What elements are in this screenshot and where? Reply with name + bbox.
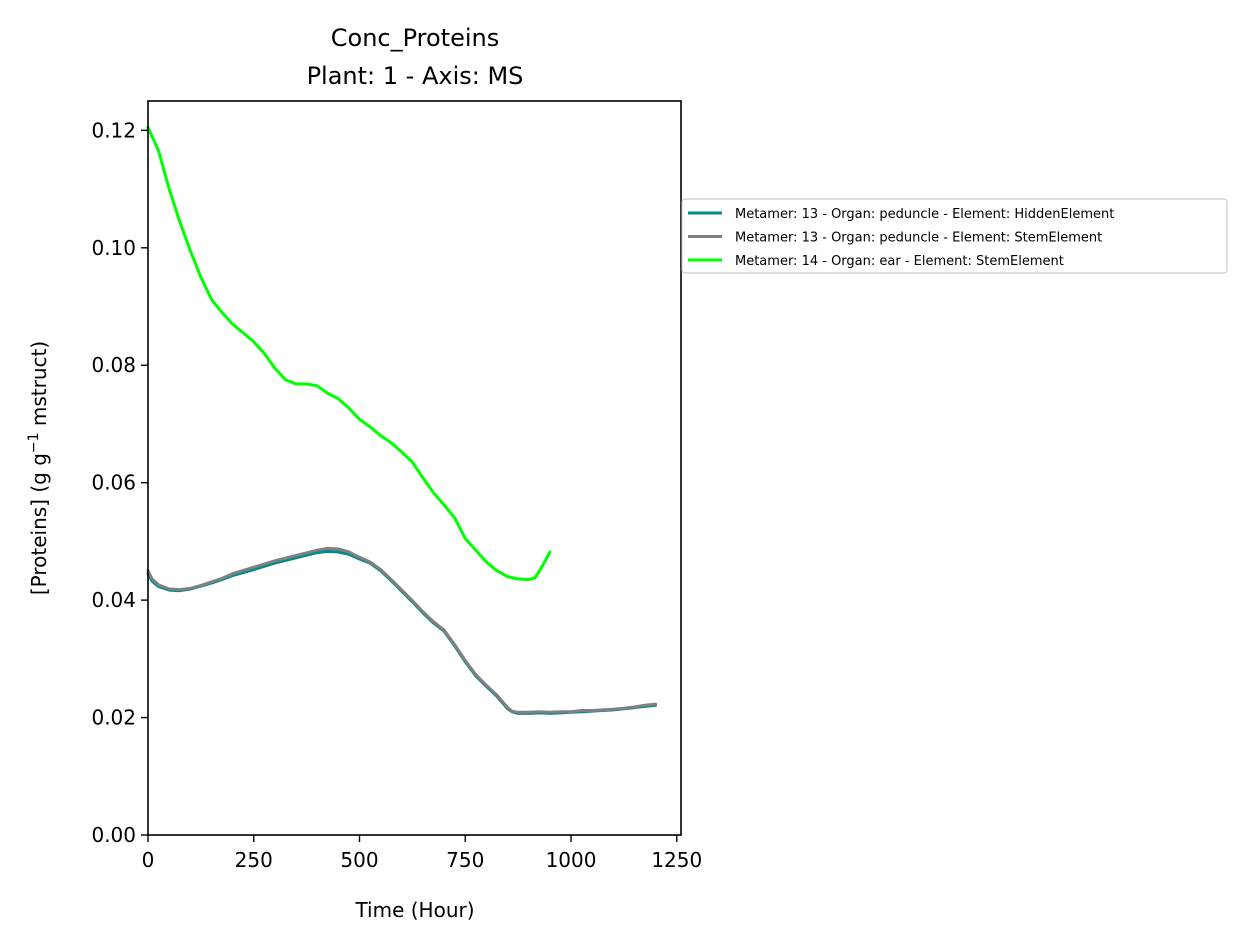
- series-line-3: [146, 125, 552, 582]
- y-tick-label: 0.08: [91, 353, 136, 377]
- x-tick-label: 250: [235, 848, 273, 872]
- legend-frame: [681, 198, 1228, 274]
- y-axis-label-sup: −1: [26, 432, 42, 453]
- y-axis-label: [Proteins] (g g−1 mstruct): [26, 341, 51, 595]
- y-tick-label: 0.06: [91, 471, 136, 495]
- y-tick-label: 0.00: [91, 823, 136, 847]
- chart-title: Conc_Proteins: [331, 24, 499, 52]
- x-axis-label: Time (Hour): [354, 898, 474, 922]
- y-tick-label: 0.10: [91, 236, 136, 260]
- y-tick-label: 0.02: [91, 706, 136, 730]
- x-axis: 0 250 500 750 1000 1250: [142, 835, 702, 872]
- series-line-1: [146, 549, 658, 715]
- x-tick-label: 1000: [546, 848, 597, 872]
- series-line-2: [146, 546, 658, 714]
- y-axis-label-main: [Proteins] (g g: [27, 453, 51, 595]
- x-tick-label: 750: [446, 848, 484, 872]
- legend: Metamer: 13 - Organ: peduncle - Element:…: [681, 198, 1228, 274]
- y-tick-label: 0.12: [91, 118, 136, 142]
- plot-frame: [147, 100, 682, 836]
- y-axis-label-tail: mstruct): [27, 341, 51, 433]
- legend-label: Metamer: 14 - Organ: ear - Element: Stem…: [735, 254, 1064, 269]
- chart-subtitle: Plant: 1 - Axis: MS: [307, 62, 524, 90]
- x-tick-label: 500: [340, 848, 378, 872]
- x-tick-label: 0: [142, 848, 155, 872]
- series-layer: [146, 125, 658, 715]
- legend-label: Metamer: 13 - Organ: peduncle - Element:…: [735, 231, 1102, 246]
- y-tick-label: 0.04: [91, 588, 136, 612]
- legend-label: Metamer: 13 - Organ: peduncle - Element:…: [735, 207, 1114, 222]
- y-axis: 0.00 0.02 0.04 0.06 0.08 0.10 0.12: [91, 118, 148, 847]
- x-tick-label: 1250: [651, 848, 702, 872]
